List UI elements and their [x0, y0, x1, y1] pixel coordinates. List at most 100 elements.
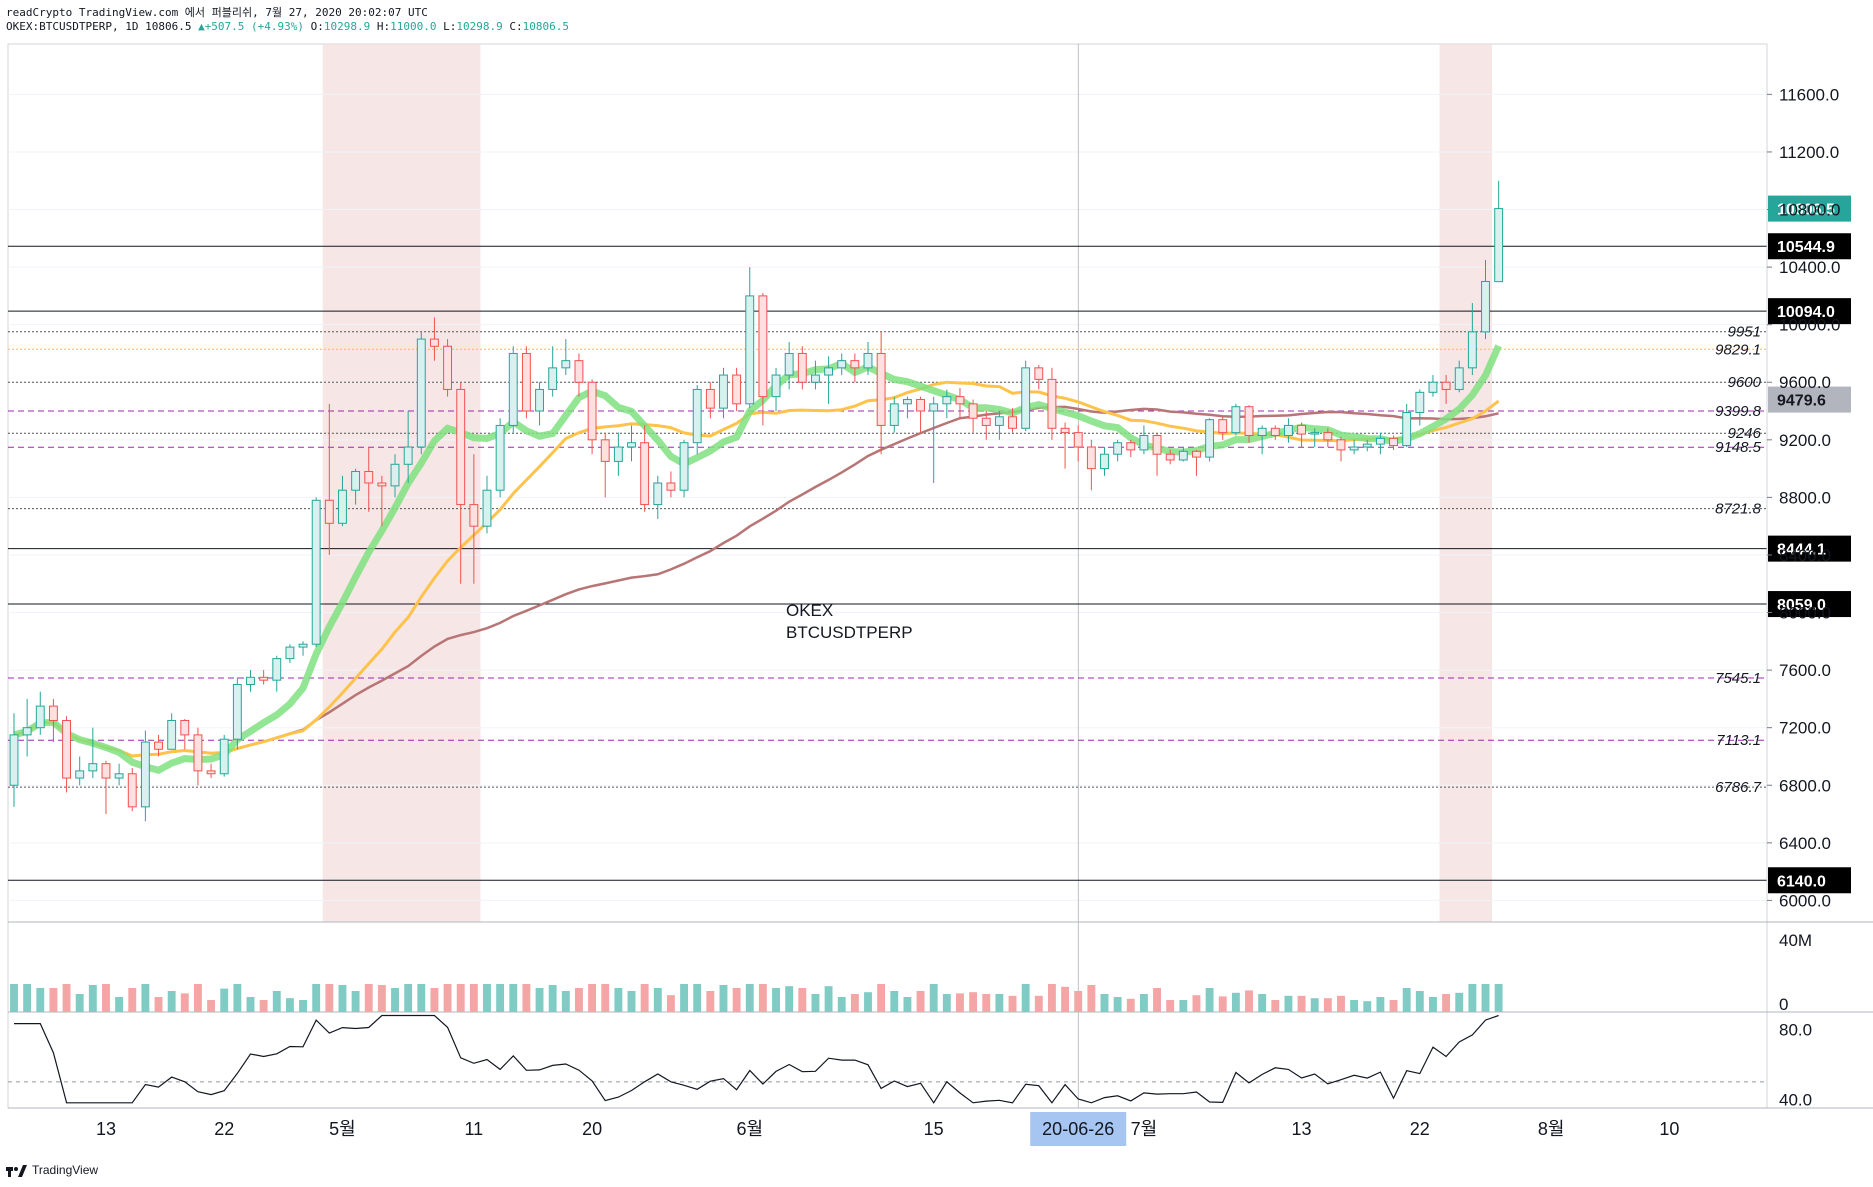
candle[interactable]	[1415, 389, 1425, 426]
candle[interactable]	[1389, 435, 1398, 450]
candle[interactable]	[101, 760, 111, 815]
candle[interactable]	[797, 346, 807, 390]
candle[interactable]	[1008, 408, 1017, 433]
candle[interactable]	[535, 382, 544, 426]
candle[interactable]	[443, 339, 453, 397]
candle[interactable]	[587, 379, 597, 455]
candle[interactable]	[1047, 367, 1057, 440]
candle[interactable]	[876, 331, 886, 455]
candle[interactable]	[1205, 418, 1215, 462]
candle[interactable]	[600, 432, 610, 498]
candle[interactable]	[206, 763, 216, 779]
candle[interactable]	[850, 353, 860, 383]
candle[interactable]	[824, 356, 834, 404]
candle[interactable]	[1192, 449, 1201, 476]
candle[interactable]	[1244, 405, 1254, 443]
candle[interactable]	[272, 655, 282, 692]
candle[interactable]	[1257, 425, 1267, 455]
candle[interactable]	[364, 447, 374, 512]
candle[interactable]	[942, 389, 952, 419]
candle[interactable]	[35, 691, 45, 735]
candle[interactable]	[1073, 425, 1083, 462]
candle[interactable]	[1139, 425, 1149, 455]
candle[interactable]	[889, 396, 899, 433]
candle[interactable]	[705, 382, 715, 419]
candle[interactable]	[548, 346, 558, 397]
candle[interactable]	[1152, 432, 1162, 476]
candle[interactable]	[929, 396, 939, 483]
candle[interactable]	[1323, 428, 1333, 448]
candle[interactable]	[692, 385, 702, 455]
candle[interactable]	[1481, 259, 1490, 340]
candle[interactable]	[521, 346, 531, 419]
candles[interactable]	[9, 180, 1504, 822]
candle[interactable]	[403, 411, 413, 483]
candle[interactable]	[140, 730, 150, 822]
candle[interactable]	[1218, 416, 1228, 440]
candle[interactable]	[311, 497, 321, 648]
candle[interactable]	[416, 331, 426, 455]
candle[interactable]	[1375, 432, 1385, 455]
candle[interactable]	[640, 425, 650, 512]
candle[interactable]	[719, 367, 728, 419]
candle[interactable]	[1283, 418, 1293, 443]
candle[interactable]	[285, 644, 295, 663]
candle[interactable]	[771, 367, 781, 412]
candle[interactable]	[495, 418, 505, 498]
candle[interactable]	[1100, 447, 1109, 476]
candle[interactable]	[1270, 425, 1280, 440]
candle[interactable]	[167, 713, 177, 750]
candle[interactable]	[48, 698, 58, 743]
candle[interactable]	[1454, 360, 1464, 393]
candle[interactable]	[653, 475, 663, 519]
candle[interactable]	[456, 382, 466, 584]
candle[interactable]	[127, 767, 137, 812]
candle[interactable]	[154, 734, 163, 757]
candle[interactable]	[469, 454, 479, 584]
candle[interactable]	[1165, 449, 1175, 465]
candle[interactable]	[613, 432, 623, 476]
candle[interactable]	[246, 670, 255, 692]
candle[interactable]	[259, 670, 269, 685]
candle[interactable]	[1428, 375, 1438, 397]
candle[interactable]	[863, 341, 873, 376]
candle[interactable]	[1021, 360, 1031, 432]
candle[interactable]	[1113, 439, 1123, 462]
candle[interactable]	[902, 396, 912, 419]
candle[interactable]	[1178, 447, 1188, 462]
candle[interactable]	[351, 468, 361, 505]
candle[interactable]	[1126, 439, 1136, 458]
candle[interactable]	[219, 734, 229, 777]
candle[interactable]	[837, 353, 847, 376]
candle[interactable]	[193, 727, 203, 786]
candle[interactable]	[1231, 403, 1241, 436]
candle[interactable]	[429, 317, 439, 361]
candle[interactable]	[1467, 303, 1477, 376]
candle[interactable]	[1034, 364, 1044, 390]
candle[interactable]	[574, 353, 584, 397]
candle[interactable]	[994, 411, 1004, 440]
candle[interactable]	[745, 267, 755, 409]
candle[interactable]	[968, 399, 978, 433]
candle[interactable]	[1297, 422, 1307, 448]
candle[interactable]	[1086, 439, 1096, 491]
candle[interactable]	[22, 698, 32, 757]
candle[interactable]	[1441, 375, 1451, 404]
candle[interactable]	[561, 339, 571, 376]
candle[interactable]	[1336, 436, 1346, 462]
candle[interactable]	[114, 763, 124, 786]
candle[interactable]	[1402, 403, 1412, 448]
candle[interactable]	[784, 341, 794, 390]
candle[interactable]	[1310, 428, 1320, 448]
candle[interactable]	[811, 360, 820, 390]
candle[interactable]	[390, 454, 400, 498]
candle[interactable]	[981, 411, 991, 440]
candle[interactable]	[62, 716, 71, 793]
candle[interactable]	[88, 727, 98, 779]
candle[interactable]	[1494, 180, 1504, 283]
candle[interactable]	[1362, 439, 1372, 452]
candle[interactable]	[75, 756, 85, 786]
candle[interactable]	[1349, 439, 1359, 455]
candle[interactable]	[338, 475, 347, 527]
